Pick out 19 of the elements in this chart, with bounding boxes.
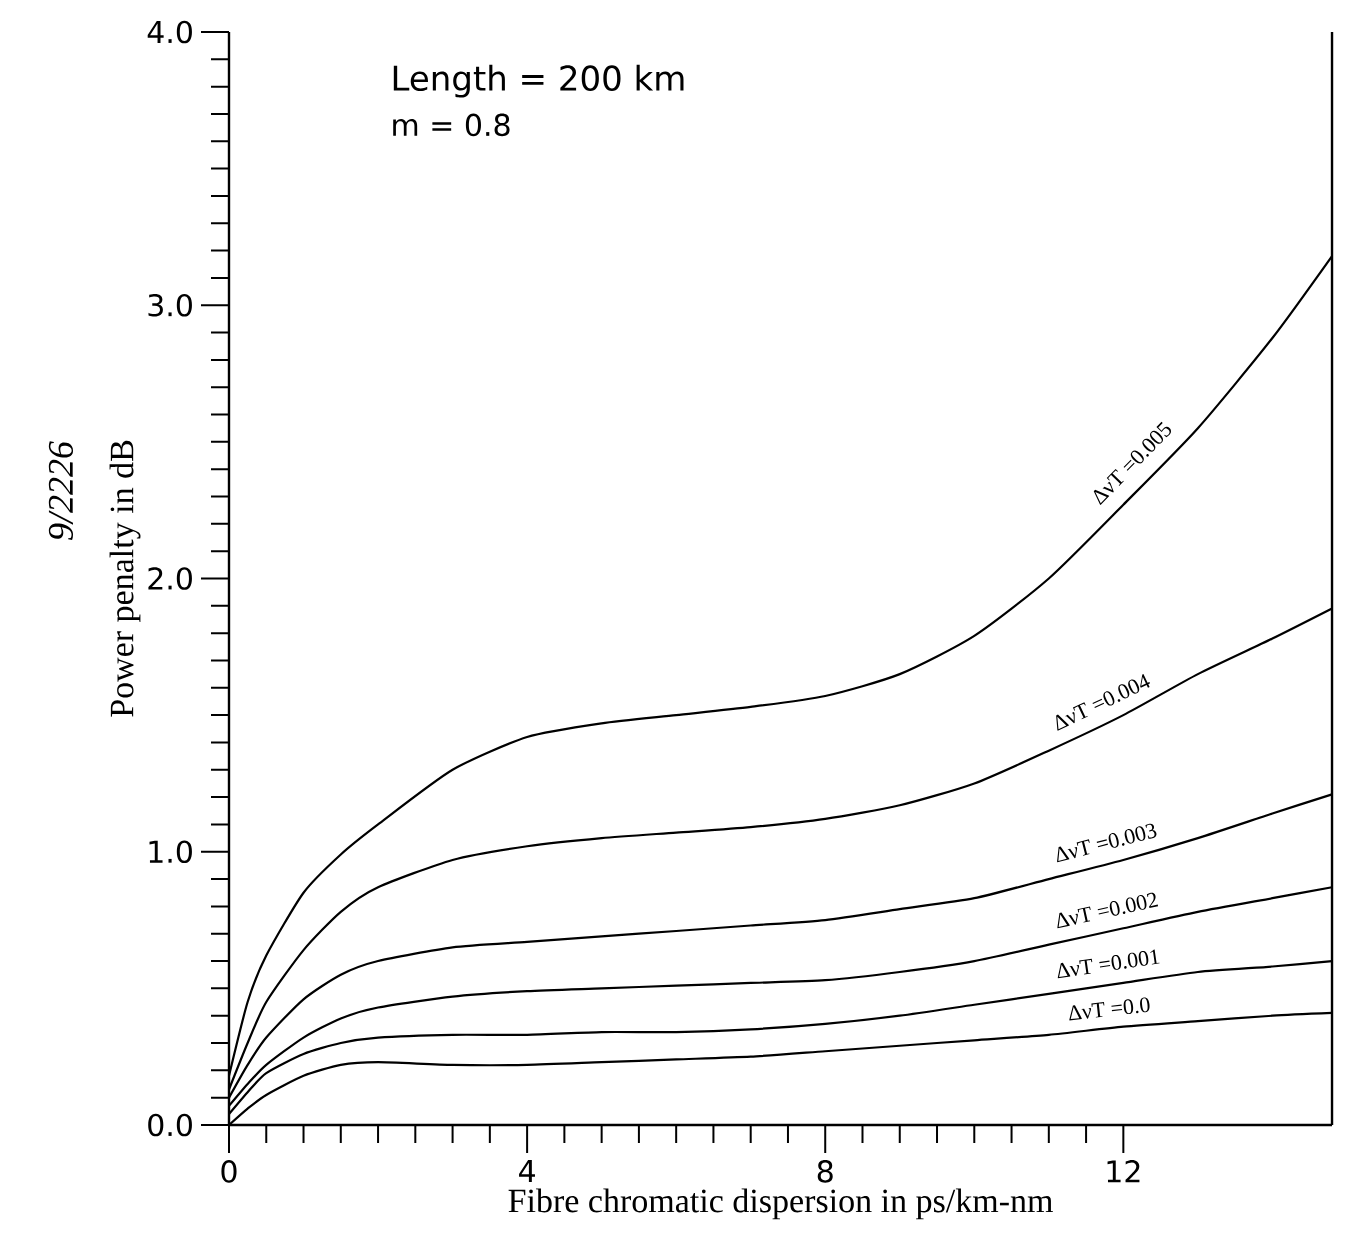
text: 9/2226 bbox=[48, 441, 74, 540]
annotation: Length = 200 km bbox=[393, 64, 684, 98]
x-axis-title: Fibre chromatic dispersion in ps/km-nm bbox=[508, 1188, 1053, 1220]
y-tick-label: 1.0 bbox=[149, 840, 192, 864]
y-tick-label: 0.0 bbox=[148, 1113, 192, 1137]
x-tick-label: 12 bbox=[1107, 1160, 1140, 1183]
text: ΔνT =0.0 bbox=[1069, 997, 1150, 1021]
text: ΔνT =0.003 bbox=[1057, 823, 1157, 863]
text: ΔνT =0.001 bbox=[1057, 949, 1160, 979]
x-tick-label: 4 bbox=[519, 1160, 535, 1182]
annotation: m = 0.8 bbox=[393, 113, 510, 137]
y-tick-label: 4.0 bbox=[147, 20, 192, 44]
y-tick-label: 2.0 bbox=[148, 567, 192, 590]
x-tick-label: 0 bbox=[221, 1160, 237, 1183]
x-tick-label: 8 bbox=[817, 1160, 833, 1183]
text: ΔνT =0.004 bbox=[1056, 673, 1151, 731]
y-tick-label: 3.0 bbox=[148, 293, 192, 317]
text: ΔνT =0.002 bbox=[1057, 892, 1159, 929]
y-axis-title: Power penalty in dB bbox=[109, 440, 141, 717]
